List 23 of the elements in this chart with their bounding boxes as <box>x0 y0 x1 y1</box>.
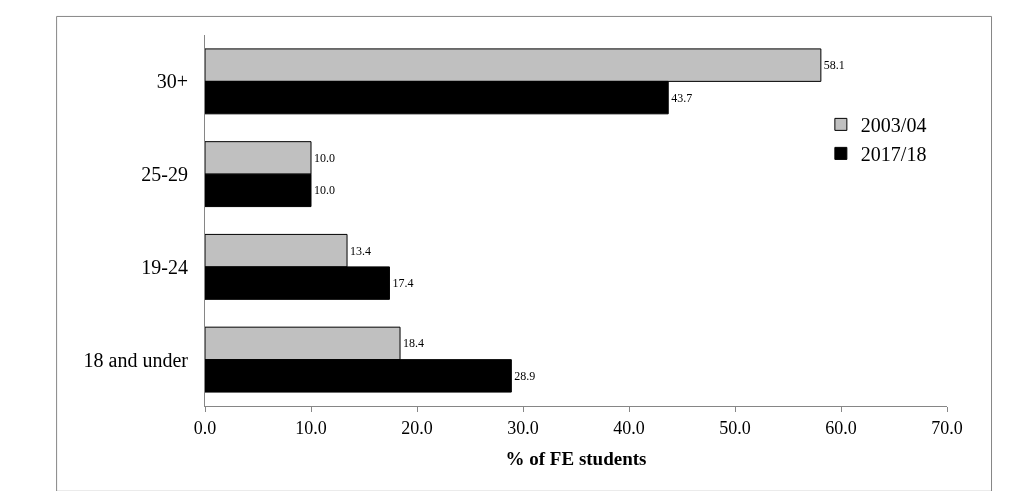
x-axis-title: % of FE students <box>505 448 647 470</box>
legend-label: 2003/04 <box>860 114 927 137</box>
data-label: 13.4 <box>350 243 372 258</box>
y-tick-label: 30+ <box>156 70 188 93</box>
data-label: 17.4 <box>392 276 414 291</box>
x-tick-label: 30.0 <box>507 417 539 438</box>
y-tick-label: 19-24 <box>141 255 188 278</box>
data-label: 58.1 <box>823 58 845 73</box>
x-tick-label: 10.0 <box>295 417 327 438</box>
data-label: 10.0 <box>314 150 335 165</box>
data-label: 10.0 <box>314 183 335 198</box>
y-tick-label: 25-29 <box>141 163 188 186</box>
x-tick-label: 20.0 <box>401 417 433 438</box>
y-tick-label: 18 and under <box>83 348 189 371</box>
data-label: 28.9 <box>514 368 536 383</box>
x-tick-label: 70.0 <box>931 417 963 438</box>
data-label: 43.7 <box>671 90 693 105</box>
legend-label: 2017/18 <box>860 143 927 166</box>
x-tick-label: 50.0 <box>719 417 751 438</box>
x-tick-label: 40.0 <box>613 417 645 438</box>
data-label: 18.4 <box>403 336 425 351</box>
x-tick-label: 0.0 <box>193 417 217 438</box>
x-tick-label: 60.0 <box>825 417 857 438</box>
